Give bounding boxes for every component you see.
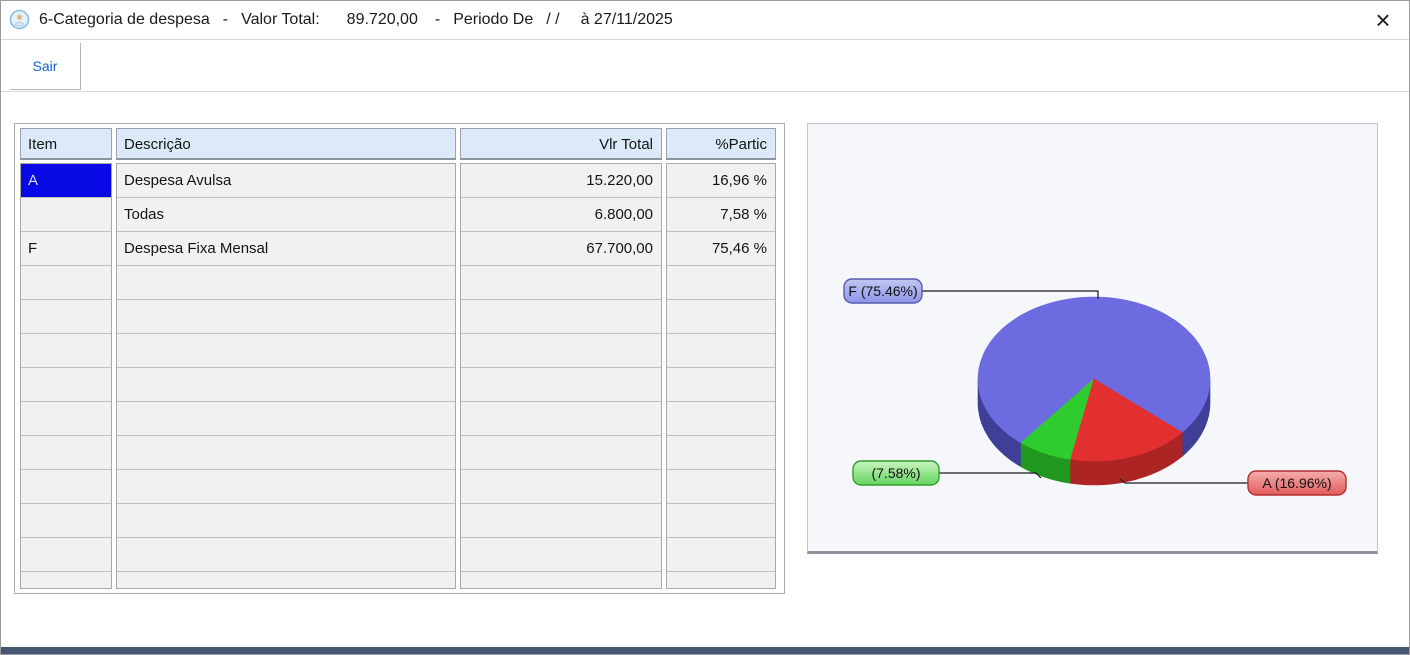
table-cell[interactable]: Despesa Fixa Mensal (117, 232, 455, 266)
table-cell[interactable]: 6.800,00 (461, 198, 661, 232)
title-sep: - (222, 10, 229, 28)
table-cell (21, 368, 111, 402)
pie-label-box (852, 460, 940, 486)
app-icon (9, 9, 30, 30)
column-header-partic[interactable]: %Partic (666, 128, 776, 160)
chart-panel: F (75.46%) (7.58%) A (16.96%) (807, 123, 1378, 554)
table-cell (117, 368, 455, 402)
bottom-bar (0, 647, 1410, 655)
table-cell (21, 266, 111, 300)
title-bar: 6-Categoria de despesa - Valor Total: 89… (0, 0, 1410, 40)
column-header-item[interactable]: Item (20, 128, 112, 160)
pie-label-text: F (75.46%) (848, 283, 917, 299)
table-cell (667, 266, 775, 300)
table-cell (461, 470, 661, 504)
expense-table-panel: Item A F Descrição Despesa Avulsa Todas Despes… (14, 123, 785, 594)
pie-label-text: (7.58%) (871, 465, 920, 481)
column-header-descricao[interactable]: Descrição (116, 128, 456, 160)
table-cell (667, 504, 775, 538)
sair-button[interactable]: Sair (10, 43, 81, 90)
table-cell[interactable]: 67.700,00 (461, 232, 661, 266)
grid-column-descricao: Descrição Despesa Avulsa Todas Despesa Fixa… (116, 128, 456, 589)
table-cell[interactable]: 16,96 % (667, 164, 775, 198)
table-cell (117, 504, 455, 538)
leader-line (1119, 478, 1248, 484)
leader-line (922, 290, 1099, 299)
expense-grid: Item A F Descrição Despesa Avulsa Todas Despes… (20, 128, 784, 589)
table-cell[interactable]: 15.220,00 (461, 164, 661, 198)
table-cell (21, 504, 111, 538)
pie-label-text: A (16.96%) (1262, 475, 1331, 491)
grid-column-vlr_total: Vlr Total 15.220,00 6.800,00 67.700,00 (460, 128, 662, 589)
pie-label-box (843, 278, 923, 304)
table-cell (667, 470, 775, 504)
table-cell (21, 538, 111, 572)
table-cell (21, 300, 111, 334)
table-cell (117, 470, 455, 504)
title-total-value: 89.720,00 (346, 10, 418, 28)
grid-column-partic: %Partic 16,96 % 7,58 % 75,46 % (666, 128, 776, 589)
table-cell (461, 368, 661, 402)
column-header-vlr_total[interactable]: Vlr Total (460, 128, 662, 160)
table-cell (117, 538, 455, 572)
grid-column-body: Despesa Avulsa Todas Despesa Fixa Mensal (116, 163, 456, 589)
grid-column-body: 16,96 % 7,58 % 75,46 % (666, 163, 776, 589)
table-cell (117, 300, 455, 334)
pie-chart-svg: F (75.46%) (7.58%) A (16.96%) (843, 278, 1347, 496)
table-cell (21, 436, 111, 470)
table-cell (461, 402, 661, 436)
table-cell[interactable]: Todas (117, 198, 455, 232)
table-cell[interactable] (21, 198, 111, 232)
toolbar: Sair (0, 40, 1410, 92)
table-cell (461, 334, 661, 368)
grid-column-body: 15.220,00 6.800,00 67.700,00 (460, 163, 662, 589)
table-cell (461, 436, 661, 470)
title-report-name: 6-Categoria de despesa (39, 10, 210, 28)
table-cell (461, 572, 661, 588)
table-cell (117, 266, 455, 300)
pie-slice-A (1070, 378, 1183, 462)
table-cell (667, 436, 775, 470)
close-icon: × (1375, 5, 1391, 35)
pie-slice-slice1 (1020, 378, 1095, 460)
table-cell[interactable]: 75,46 % (667, 232, 775, 266)
close-button[interactable]: × (1368, 5, 1398, 35)
window-title: 6-Categoria de despesa - Valor Total: 89… (39, 11, 673, 29)
table-cell (667, 538, 775, 572)
pie-label-box (1247, 470, 1347, 496)
table-cell (461, 300, 661, 334)
pie-slice-F (977, 296, 1211, 444)
table-cell (21, 334, 111, 368)
table-cell[interactable]: 7,58 % (667, 198, 775, 232)
table-cell[interactable]: F (21, 232, 111, 266)
table-cell (117, 572, 455, 588)
table-cell (117, 402, 455, 436)
table-cell (21, 470, 111, 504)
table-cell (667, 334, 775, 368)
table-cell (667, 402, 775, 436)
table-cell (117, 436, 455, 470)
table-cell (667, 368, 775, 402)
leader-line (939, 472, 1042, 479)
title-period-to: à 27/11/2025 (580, 10, 673, 28)
table-cell-selected[interactable]: A (21, 164, 111, 198)
title-total-label: Valor Total: (241, 10, 320, 28)
table-cell[interactable]: Despesa Avulsa (117, 164, 455, 198)
table-cell (461, 538, 661, 572)
table-cell (667, 572, 775, 588)
table-cell (461, 504, 661, 538)
table-cell (21, 572, 111, 588)
table-cell (667, 300, 775, 334)
table-cell (21, 402, 111, 436)
title-period-from: / / (546, 10, 560, 28)
grid-column-item: Item A F (20, 128, 112, 589)
table-cell (461, 266, 661, 300)
title-period-label: Periodo De (453, 10, 534, 28)
table-cell (117, 334, 455, 368)
title-sep: - (434, 10, 441, 28)
